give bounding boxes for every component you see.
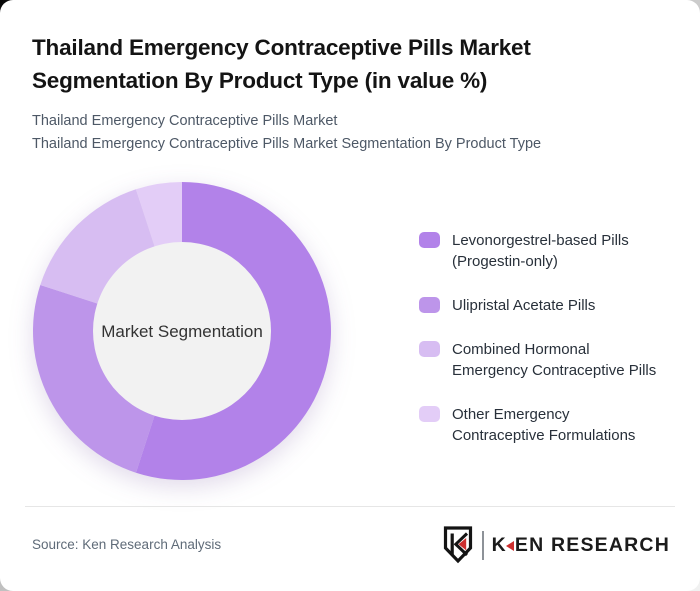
ken-research-shield-icon: [443, 526, 472, 564]
chart-subtitle: Thailand Emergency Contraceptive Pills M…: [32, 110, 541, 155]
legend-item-ulipristal: Ulipristal Acetate Pills: [419, 295, 656, 316]
logo-divider: [481, 530, 484, 560]
subtitle-line-1: Thailand Emergency Contraceptive Pills M…: [32, 113, 338, 129]
legend-swatch: [419, 232, 440, 248]
legend-item-levonorgestrel: Levonorgestrel-based Pills (Progestin-on…: [419, 230, 656, 272]
legend-item-combined-hormonal: Combined Hormonal Emergency Contraceptiv…: [419, 339, 656, 381]
legend-label: Combined Hormonal Emergency Contraceptiv…: [452, 341, 657, 379]
legend: Levonorgestrel-based Pills (Progestin-on…: [419, 230, 656, 446]
source-note: Source: Ken Research Analysis: [32, 537, 222, 552]
footer-divider: [25, 506, 675, 507]
wordmark-k: K: [491, 533, 507, 556]
legend-item-other-formulations: Other Emergency Contraceptive Formulatio…: [419, 404, 656, 446]
legend-label: Ulipristal Acetate Pills: [452, 297, 596, 314]
ken-research-logo: K EN RESEARCH: [443, 526, 670, 564]
red-triangle-icon: [505, 540, 514, 551]
donut-chart-svg: [32, 182, 331, 480]
donut-chart: Market Segmentation: [32, 182, 332, 482]
donut-hole: [93, 242, 271, 420]
legend-label: Other Emergency Contraceptive Formulatio…: [452, 406, 636, 444]
legend-label: Levonorgestrel-based Pills (Progestin-on…: [452, 232, 629, 270]
wordmark-rest: EN RESEARCH: [514, 533, 670, 556]
legend-swatch: [419, 341, 440, 357]
legend-swatch: [419, 297, 440, 313]
subtitle-line-2: Thailand Emergency Contraceptive Pills M…: [32, 135, 542, 152]
page-title: Thailand Emergency Contraceptive Pills M…: [32, 35, 531, 93]
logo-wordmark: K EN RESEARCH: [492, 534, 670, 557]
legend-swatch: [419, 406, 440, 422]
